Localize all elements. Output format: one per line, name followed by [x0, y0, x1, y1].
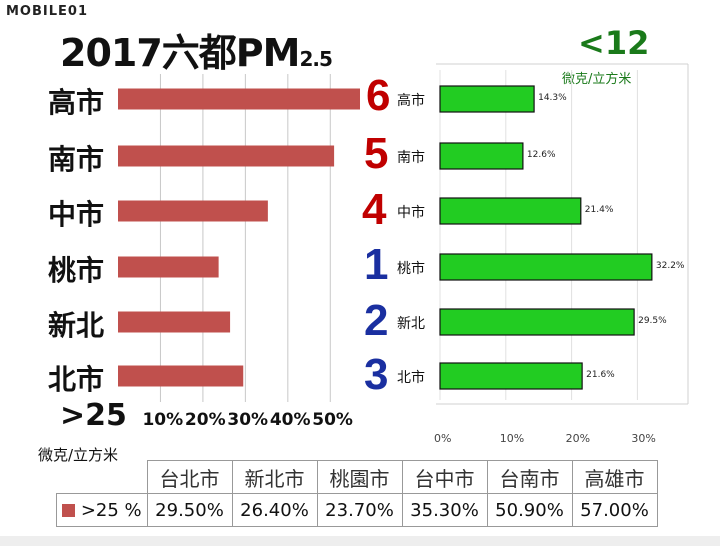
- table-header: 桃園市: [316, 460, 403, 494]
- table-header: 台北市: [146, 460, 233, 494]
- table-header: 新北市: [231, 460, 318, 494]
- rank-number: 4: [362, 185, 387, 234]
- right-bar: [439, 85, 535, 113]
- left-category-label: 南市: [48, 143, 105, 176]
- right-bar: [439, 308, 635, 336]
- right-category-label: 桃市: [397, 261, 425, 277]
- right-data-label: 32.2%: [655, 261, 685, 271]
- right-x-tick: 20%: [565, 432, 591, 445]
- right-category-label: 中市: [397, 205, 425, 221]
- chart-title: 2017六都PM2.5: [60, 22, 333, 77]
- table-header: 高雄市: [571, 460, 658, 494]
- rank-number: 3: [364, 350, 389, 399]
- left-bar: [118, 365, 244, 387]
- table-header-row: 台北市 新北市 桃園市 台中市 台南市 高雄市: [57, 460, 658, 494]
- left-x-tick: 40%: [269, 410, 311, 430]
- left-x-tick: 10%: [142, 410, 184, 430]
- right-bar: [439, 362, 583, 390]
- right-data-label: 14.3%: [538, 93, 567, 103]
- right-x-tick: 0%: [434, 432, 452, 445]
- table-cell: 26.40%: [231, 493, 318, 527]
- right-category-label: 南市: [397, 150, 425, 166]
- rank-number: 6: [366, 71, 391, 120]
- right-bar: [439, 142, 524, 170]
- table-cell: 35.30%: [401, 493, 488, 527]
- right-category-label: 北市: [397, 370, 425, 386]
- left-category-label: 中市: [48, 198, 105, 231]
- table-cell: 50.90%: [486, 493, 573, 527]
- table-cell: 57.00%: [571, 493, 658, 527]
- right-data-label: 21.6%: [586, 370, 615, 380]
- right-bar: [439, 197, 582, 225]
- left-x-tick: 50%: [312, 410, 353, 430]
- table-cell: 29.50%: [146, 493, 233, 527]
- table-cell: 23.70%: [316, 493, 403, 527]
- left-bar: [118, 256, 219, 278]
- left-category-label: 北市: [48, 363, 105, 396]
- site-logo: MOBILE01: [6, 4, 88, 19]
- table-row: >25 % 29.50% 26.40% 23.70% 35.30% 50.90%…: [56, 493, 658, 527]
- bottom-strip: [0, 536, 720, 546]
- right-threshold: <12: [578, 24, 650, 62]
- legend-swatch: [61, 503, 75, 517]
- rank-number: 5: [364, 129, 389, 178]
- right-category-label: 高市: [397, 93, 425, 109]
- left-bar: [118, 88, 360, 110]
- left-x-tick: 20%: [184, 410, 226, 430]
- rank-number: 2: [364, 296, 389, 345]
- left-bar: [118, 200, 268, 222]
- right-x-tick: 10%: [499, 432, 525, 445]
- title-subscript: 2.5: [299, 47, 332, 71]
- legend-label: >25 %: [80, 499, 142, 521]
- table-header: 台南市: [486, 460, 573, 494]
- left-unit: 微克/立方米: [38, 446, 119, 464]
- right-bar: [439, 253, 653, 281]
- table-corner: [57, 461, 148, 494]
- right-unit: 微克/立方米: [562, 72, 632, 87]
- table-row-label: >25 %: [56, 493, 148, 527]
- left-threshold: >25: [60, 398, 127, 433]
- right-data-label: 21.4%: [584, 205, 614, 215]
- table-header: 台中市: [401, 460, 488, 494]
- right-data-label: 29.5%: [638, 316, 667, 326]
- left-x-tick: 30%: [227, 410, 269, 430]
- left-category-label: 桃市: [48, 254, 105, 287]
- left-category-label: 高市: [48, 86, 105, 119]
- left-category-label: 新北: [48, 309, 105, 342]
- rank-number: 1: [364, 240, 389, 289]
- right-category-label: 新北: [397, 316, 425, 332]
- right-data-label: 12.6%: [526, 150, 556, 160]
- data-table: 台北市 新北市 桃園市 台中市 台南市 高雄市 >25 % 29.50% 26.…: [56, 460, 658, 527]
- title-main: 2017六都PM: [60, 31, 300, 75]
- left-bar: [118, 311, 231, 333]
- left-bar: [118, 145, 335, 167]
- right-x-tick: 30%: [631, 432, 656, 445]
